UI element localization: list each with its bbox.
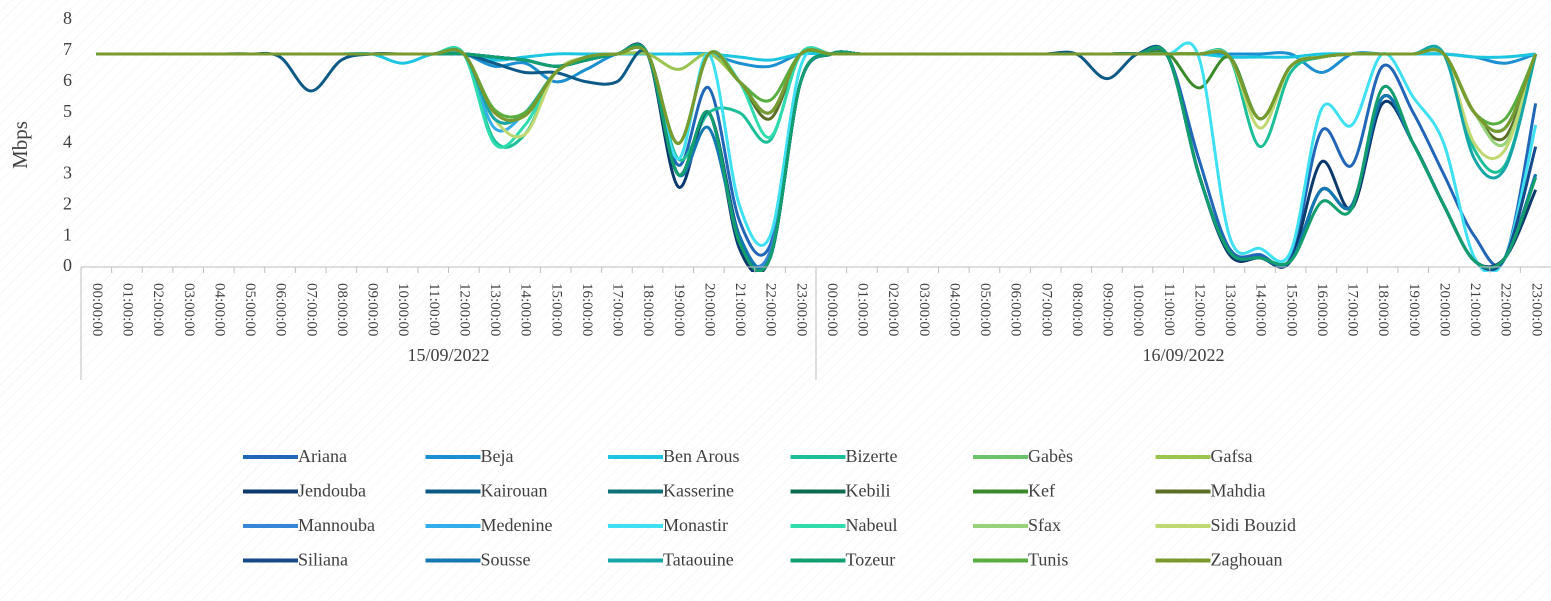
x-tick-label: 03:00:00 xyxy=(181,283,197,336)
x-tick-label: 20:00:00 xyxy=(701,283,717,336)
y-axis-label: Mbps xyxy=(8,121,32,169)
x-tick-label: 09:00:00 xyxy=(1100,283,1116,336)
x-tick-label: 08:00:00 xyxy=(1069,283,1085,336)
x-tick-label: 23:00:00 xyxy=(1528,283,1544,336)
x-tick-label: 10:00:00 xyxy=(1130,283,1146,336)
x-tick-label: 16:00:00 xyxy=(1314,283,1330,336)
x-tick-label: 16:00:00 xyxy=(579,283,595,336)
x-tick-label: 21:00:00 xyxy=(1467,283,1483,336)
y-tick-label: 3 xyxy=(63,163,72,183)
legend-label: Ben Arous xyxy=(663,446,740,466)
legend-label: Sfax xyxy=(1028,515,1061,535)
y-tick-label: 5 xyxy=(63,101,72,121)
legend-label: Mannouba xyxy=(298,515,375,535)
x-tick-label: 19:00:00 xyxy=(671,283,687,336)
y-tick-label: 0 xyxy=(63,255,72,275)
legend-label: Jendouba xyxy=(298,481,366,501)
legend-label: Kef xyxy=(1028,481,1055,501)
legend-label: Zaghouan xyxy=(1211,550,1283,570)
legend-label: Mahdia xyxy=(1211,481,1266,501)
x-tick-label: 18:00:00 xyxy=(1375,283,1391,336)
x-tick-label: 02:00:00 xyxy=(885,283,901,336)
x-tick-label: 12:00:00 xyxy=(456,283,472,336)
y-tick-label: 6 xyxy=(63,70,72,90)
legend-label: Gafsa xyxy=(1211,446,1253,466)
legend-label: Siliana xyxy=(298,550,348,570)
x-tick-label: 03:00:00 xyxy=(916,283,932,336)
y-tick-label: 7 xyxy=(63,39,72,59)
x-tick-label: 05:00:00 xyxy=(242,283,258,336)
x-tick-label: 11:00:00 xyxy=(1161,283,1177,336)
legend-label: Tunis xyxy=(1028,550,1068,570)
y-tick-label: 1 xyxy=(63,224,72,244)
x-tick-label: 09:00:00 xyxy=(365,283,381,336)
y-tick-label: 8 xyxy=(63,8,72,28)
legend-label: Ariana xyxy=(298,446,347,466)
x-tick-label: 22:00:00 xyxy=(763,283,779,336)
x-tick-label: 15:00:00 xyxy=(1283,283,1299,336)
x-tick-label: 19:00:00 xyxy=(1406,283,1422,336)
legend-label: Sousse xyxy=(481,550,531,570)
x-tick-label: 11:00:00 xyxy=(426,283,442,336)
x-tick-label: 00:00:00 xyxy=(824,283,840,336)
x-tick-label: 15:00:00 xyxy=(548,283,564,336)
x-tick-label: 02:00:00 xyxy=(150,283,166,336)
x-tick-label: 06:00:00 xyxy=(273,283,289,336)
legend-label: Medenine xyxy=(481,515,553,535)
y-tick-label: 2 xyxy=(63,193,72,213)
legend-label: Kasserine xyxy=(663,481,734,501)
x-tick-label: 07:00:00 xyxy=(1038,283,1054,336)
x-tick-label: 18:00:00 xyxy=(640,283,656,336)
x-tick-label: 04:00:00 xyxy=(211,283,227,336)
legend-label: Kairouan xyxy=(481,481,548,501)
x-tick-label: 17:00:00 xyxy=(1345,283,1361,336)
x-tick-label: 08:00:00 xyxy=(334,283,350,336)
x-tick-label: 00:00:00 xyxy=(89,283,105,336)
legend-label: Tataouine xyxy=(663,550,734,570)
x-tick-label: 06:00:00 xyxy=(1008,283,1024,336)
legend-label: Kebili xyxy=(846,481,891,501)
x-tick-label: 13:00:00 xyxy=(1222,283,1238,336)
x-tick-label: 12:00:00 xyxy=(1191,283,1207,336)
legend-label: Sidi Bouzid xyxy=(1211,515,1297,535)
legend-label: Tozeur xyxy=(846,550,896,570)
legend-label: Beja xyxy=(481,446,514,466)
x-tick-label: 13:00:00 xyxy=(487,283,503,336)
x-tick-label: 22:00:00 xyxy=(1498,283,1514,336)
x-tick-label: 14:00:00 xyxy=(518,283,534,336)
x-tick-label: 04:00:00 xyxy=(946,283,962,336)
x-tick-label: 10:00:00 xyxy=(395,283,411,336)
x-tick-label: 23:00:00 xyxy=(793,283,809,336)
group-label: 15/09/2022 xyxy=(407,345,489,365)
x-tick-label: 21:00:00 xyxy=(732,283,748,336)
x-tick-label: 01:00:00 xyxy=(855,283,871,336)
legend-label: Monastir xyxy=(663,515,728,535)
legend-label: Gabès xyxy=(1028,446,1073,466)
plot-area xyxy=(96,41,1538,272)
x-tick-label: 05:00:00 xyxy=(977,283,993,336)
x-tick-label: 17:00:00 xyxy=(610,283,626,336)
legend-label: Bizerte xyxy=(846,446,898,466)
x-tick-label: 20:00:00 xyxy=(1436,283,1452,336)
series-line xyxy=(96,45,1538,145)
group-label: 16/09/2022 xyxy=(1142,345,1224,365)
legend-label: Nabeul xyxy=(846,515,898,535)
y-tick-label: 4 xyxy=(63,132,72,152)
x-tick-label: 14:00:00 xyxy=(1253,283,1269,336)
x-tick-label: 07:00:00 xyxy=(303,283,319,336)
x-tick-label: 01:00:00 xyxy=(120,283,136,336)
